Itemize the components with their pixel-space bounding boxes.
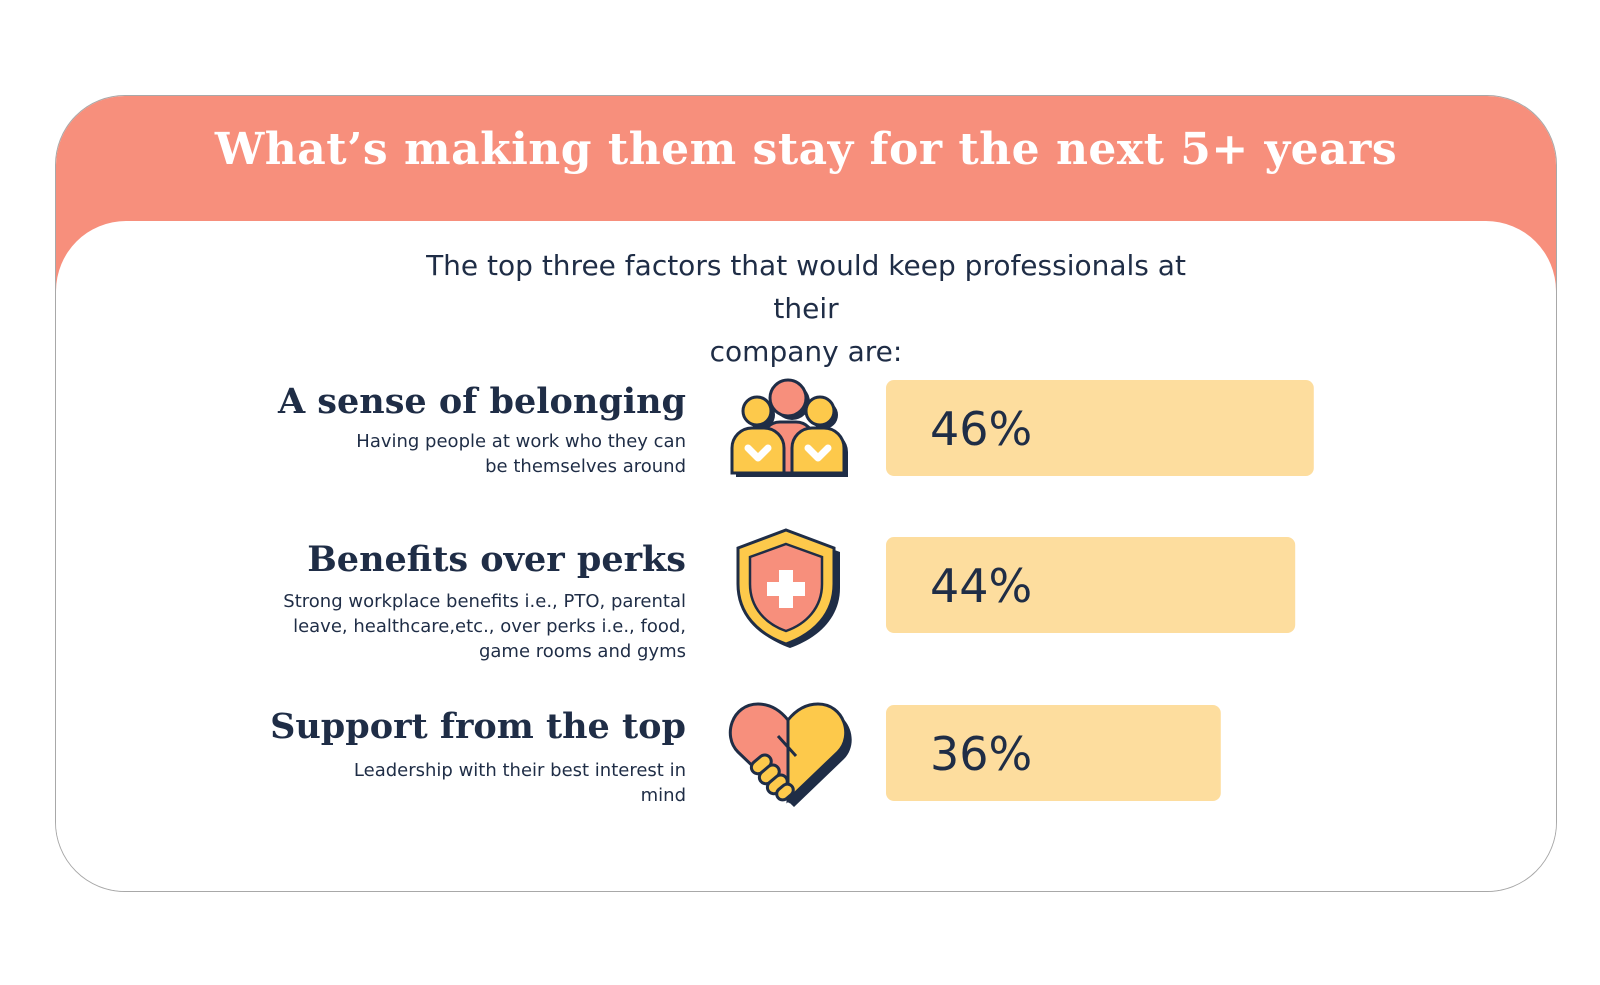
row-desc-line: Leadership with their best interest in [353,760,686,781]
row-desc-line: Strong workplace benefits i.e., PTO, par… [283,591,686,612]
bar-chart: 46% 44% 36% [886,380,1314,801]
infographic-card: What’s making them stay for the next 5+ … [55,95,1557,892]
row-title-support: Support from the top [270,706,686,747]
row-title-benefits: Benefits over perks [307,539,686,580]
bar-1 [886,380,1314,476]
subtitle-line-2: company are: [709,335,903,368]
bar-value-label-1: 46% [930,402,1032,456]
row-desc-support: Leadership with their best interest in m… [354,758,686,808]
bar-value-label-2: 44% [930,559,1032,613]
row-desc-line: game rooms and gyms [478,641,686,662]
row-desc-line: be themselves around [485,456,686,477]
row-desc-line: Having people at work who they can [356,431,686,452]
subtitle: The top three factors that would keep pr… [396,244,1216,373]
row-desc-line: mind [640,785,686,806]
row-desc-belonging: Having people at work who they can be th… [356,429,686,479]
row-desc-benefits: Strong workplace benefits i.e., PTO, par… [283,589,686,664]
shield-plus-icon [736,528,840,648]
row-desc-line: leave, healthcare,etc., over perks i.e.,… [293,616,686,637]
handshake-heart-icon [728,702,852,807]
page-title: What’s making them stay for the next 5+ … [214,124,1398,175]
bar-value-label-3: 36% [930,727,1032,781]
subtitle-line-1: The top three factors that would keep pr… [426,249,1186,325]
bar-2 [886,537,1296,633]
bar-3 [886,705,1221,801]
row-title-belonging: A sense of belonging [277,381,686,422]
people-heart-icon [730,378,848,477]
